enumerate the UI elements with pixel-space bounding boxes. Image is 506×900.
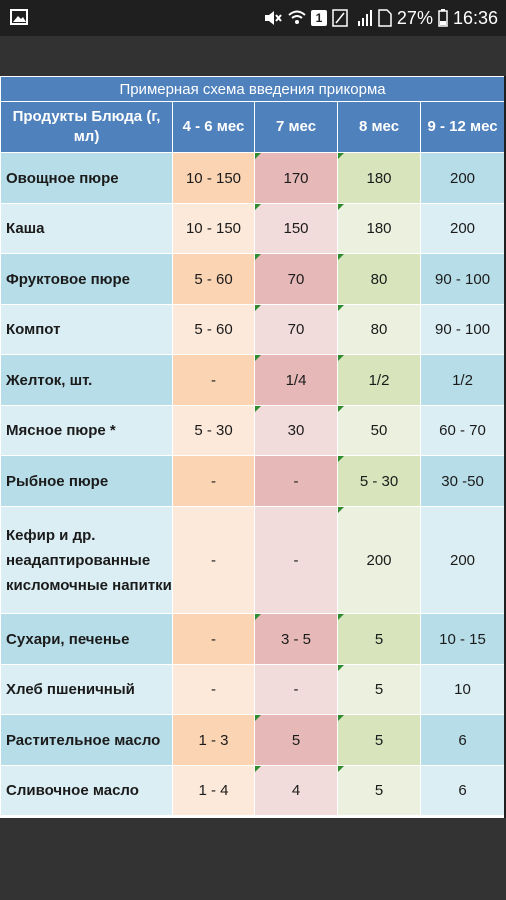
table-row: Сливочное масло 1 - 4 4 5 6: [0, 765, 506, 816]
cell: 170: [254, 152, 338, 204]
cell: 70: [254, 304, 338, 355]
top-spacer: [0, 36, 506, 76]
row-name: Сухари, печенье: [0, 613, 173, 665]
cell: 10 - 150: [172, 152, 255, 204]
table-row: Растительное масло 1 - 3 5 5 6: [0, 714, 506, 766]
table-row: Рыбное пюре - - 5 - 30 30 -50: [0, 455, 506, 507]
cell: -: [254, 664, 338, 715]
cell: 1/4: [254, 354, 338, 406]
cell: 1 - 3: [172, 714, 255, 766]
header-8: 8 мес: [337, 101, 421, 153]
cell: 6: [419, 714, 506, 766]
cell: 80: [337, 253, 421, 305]
cell: 60 - 70: [419, 405, 506, 456]
cell: 5 - 60: [172, 253, 255, 305]
row-name: Компот: [0, 304, 173, 355]
cell: -: [172, 455, 255, 507]
cell: 90 - 100: [419, 253, 506, 305]
table-header-row: Продукты Блюда (г, мл) 4 - 6 мес 7 мес 8…: [0, 101, 506, 153]
feeding-table-image: Примерная схема введения прикорма Продук…: [0, 76, 506, 818]
table-row: Кефир и др. неадаптированные кисломочные…: [0, 506, 506, 614]
cell: 80: [337, 304, 421, 355]
cell: 30: [254, 405, 338, 456]
image-icon: [10, 9, 28, 25]
cell: 90 - 100: [419, 304, 506, 355]
cell: 5: [337, 765, 421, 816]
table-row: Овощное пюре 10 - 150 170 180 200: [0, 152, 506, 204]
status-bar: 1 27% 16:36: [0, 0, 506, 36]
signal-icon: [357, 9, 373, 27]
row-name: Каша: [0, 203, 173, 254]
row-name: Рыбное пюре: [0, 455, 173, 507]
row-name: Кефир и др. неадаптированные кисломочные…: [0, 506, 173, 614]
row-name: Хлеб пшеничный: [0, 664, 173, 715]
battery-icon: [438, 9, 448, 27]
table-row: Компот 5 - 60 70 80 90 - 100: [0, 304, 506, 355]
row-name: Желток, шт.: [0, 354, 173, 406]
cell: 3 - 5: [254, 613, 338, 665]
sim2-icon: [378, 9, 392, 27]
cell: -: [254, 506, 338, 614]
cell: 1 - 4: [172, 765, 255, 816]
cell: 180: [337, 152, 421, 204]
row-name: Растительное масло: [0, 714, 173, 766]
cell: 10 - 15: [419, 613, 506, 665]
header-4-6: 4 - 6 мес: [172, 101, 255, 153]
cell: 1/2: [419, 354, 506, 406]
clock: 16:36: [452, 7, 498, 28]
cell: 5: [254, 714, 338, 766]
cell: 5 - 30: [172, 405, 255, 456]
cell: 5: [337, 613, 421, 665]
cell: -: [254, 455, 338, 507]
cell: 50: [337, 405, 421, 456]
cell: 6: [419, 765, 506, 816]
data-icon: [332, 9, 352, 27]
cell: 5 - 60: [172, 304, 255, 355]
cell: 150: [254, 203, 338, 254]
cell: 5: [337, 714, 421, 766]
sim-badge: 1: [315, 11, 323, 25]
header-7: 7 мес: [254, 101, 338, 153]
sim-icon: 1: [310, 10, 327, 26]
cell: 5: [337, 664, 421, 715]
image-edge: [504, 76, 506, 818]
header-9-12: 9 - 12 мес: [419, 101, 506, 153]
cell: 200: [419, 203, 506, 254]
header-products: Продукты Блюда (г, мл): [0, 101, 173, 153]
cell: 200: [419, 506, 506, 614]
cell: -: [172, 506, 255, 614]
table-row: Каша 10 - 150 150 180 200: [0, 203, 506, 254]
cell: 200: [419, 152, 506, 204]
table-row: Фруктовое пюре 5 - 60 70 80 90 - 100: [0, 253, 506, 305]
row-name: Сливочное масло: [0, 765, 173, 816]
cell: 180: [337, 203, 421, 254]
mute-icon: [263, 9, 283, 27]
table-row: Хлеб пшеничный - - 5 10: [0, 664, 506, 715]
cell: 30 -50: [419, 455, 506, 507]
cell: 200: [337, 506, 421, 614]
cell: -: [172, 354, 255, 406]
cell: -: [172, 664, 255, 715]
cell: -: [172, 613, 255, 665]
row-name: Овощное пюре: [0, 152, 173, 204]
bottom-spacer: [0, 818, 506, 900]
row-name: Мясное пюре *: [0, 405, 173, 456]
table-row: Сухари, печенье - 3 - 5 5 10 - 15: [0, 613, 506, 665]
row-name: Фруктовое пюре: [0, 253, 173, 305]
wifi-icon: [288, 9, 306, 27]
battery-percent: 27%: [396, 7, 433, 28]
cell: 1/2: [337, 354, 421, 406]
cell: 5 - 30: [337, 455, 421, 507]
table-row: Мясное пюре * 5 - 30 30 50 60 - 70: [0, 405, 506, 456]
table-row: Желток, шт. - 1/4 1/2 1/2: [0, 354, 506, 406]
cell: 70: [254, 253, 338, 305]
table-title-row: Примерная схема введения прикорма: [0, 76, 506, 102]
cell: 10 - 150: [172, 203, 255, 254]
table-title: Примерная схема введения прикорма: [0, 76, 506, 102]
feeding-table: Примерная схема введения прикорма Продук…: [0, 76, 506, 816]
cell: 10: [419, 664, 506, 715]
cell: 4: [254, 765, 338, 816]
